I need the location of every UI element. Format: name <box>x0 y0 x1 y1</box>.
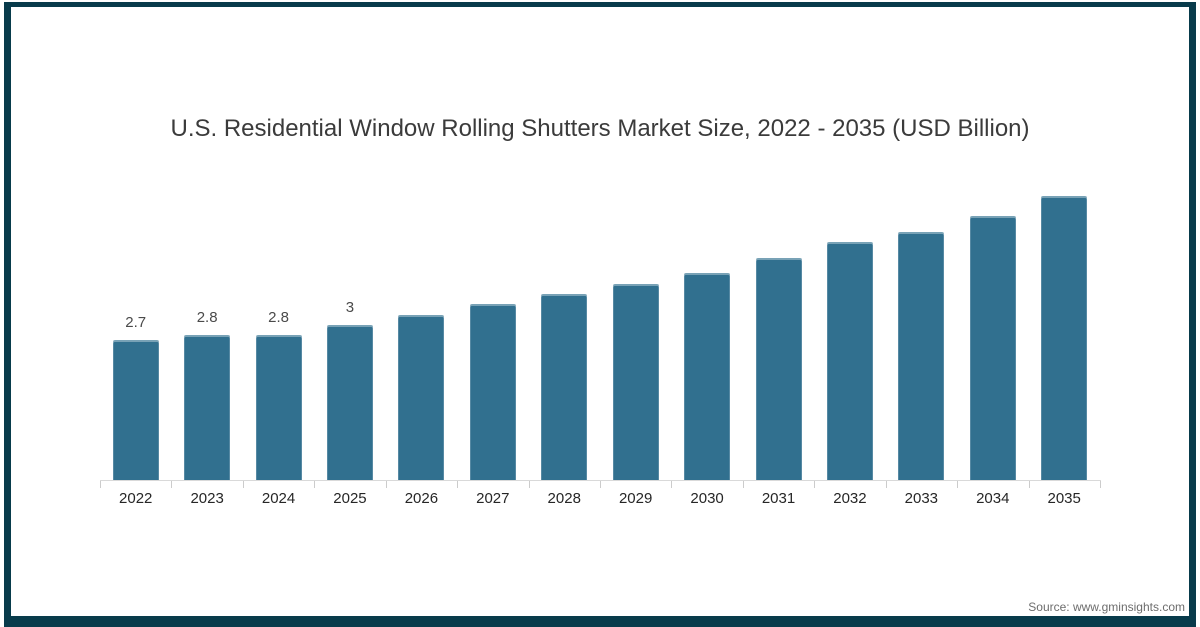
x-axis-line <box>100 480 1101 481</box>
bar-2035 <box>1041 196 1088 480</box>
bar-slot-2029 <box>600 195 671 480</box>
bar-slot-2028 <box>529 195 600 480</box>
bar-slot-2023: 2.8 <box>171 195 242 480</box>
bar-2031 <box>755 258 802 480</box>
x-axis-tick <box>314 481 316 488</box>
x-axis-tick <box>385 481 387 488</box>
x-axis-label-2029: 2029 <box>618 490 653 507</box>
bar-2026 <box>398 315 445 480</box>
bar-2029 <box>612 284 659 480</box>
bar-2024 <box>255 335 302 480</box>
bar-2030 <box>684 273 731 480</box>
x-axis-label-2032: 2032 <box>833 490 867 507</box>
bar-slot-2024: 2.8 <box>243 195 314 480</box>
bar-slot-2030 <box>671 195 742 480</box>
bar-2033 <box>898 232 945 480</box>
source-credit: Source: www.gminsights.com <box>1028 600 1185 614</box>
x-axis-label-2035: 2035 <box>1047 490 1081 507</box>
x-axis-labels: 2022 2023 2024 2025 2026 2027 2028 2029 2030 2031… <box>100 490 1100 507</box>
x-axis-label-2034: 2034 <box>976 490 1010 507</box>
bar-2023 <box>184 335 231 480</box>
bar-2025 <box>326 325 373 480</box>
bar-value-label-2023: 2.8 <box>196 309 218 326</box>
x-axis-tick <box>1028 481 1030 488</box>
x-axis-label-2024: 2024 <box>261 490 296 507</box>
x-axis-label-2023: 2023 <box>190 490 224 507</box>
x-axis-label-2025: 2025 <box>333 490 367 507</box>
x-axis-tick <box>742 481 744 488</box>
x-axis-tick <box>457 481 459 488</box>
bar-2034 <box>969 216 1016 480</box>
chart-title: U.S. Residential Window Rolling Shutters… <box>170 115 1030 142</box>
x-axis-ticks <box>100 481 1101 488</box>
plot-area: 2.7 2.8 2.8 3 <box>100 195 1100 480</box>
chart-frame: U.S. Residential Window Rolling Shutters… <box>4 2 1196 627</box>
bar-slot-2033 <box>886 195 957 480</box>
x-axis-tick <box>600 481 601 488</box>
x-axis-tick <box>671 481 673 488</box>
bar-slot-2025: 3 <box>314 195 385 480</box>
bar-slot-2022: 2.7 <box>100 195 171 480</box>
x-axis-label-2028: 2028 <box>547 490 581 507</box>
bar-slot-2027 <box>457 195 528 480</box>
x-axis-label-2026: 2026 <box>404 490 439 507</box>
bar-slot-2026 <box>386 195 457 480</box>
bar-value-label-2025: 3 <box>345 299 355 316</box>
x-axis-label-2022: 2022 <box>119 490 153 507</box>
bar-slot-2034 <box>957 195 1028 480</box>
bar-2022 <box>112 340 159 480</box>
x-axis-label-2027: 2027 <box>476 490 510 507</box>
bar-2028 <box>541 294 588 480</box>
x-axis-label-2033: 2033 <box>904 490 939 507</box>
x-axis-tick <box>957 481 959 488</box>
bar-slot-2031 <box>743 195 814 480</box>
x-axis-tick <box>100 481 101 488</box>
bar-value-label-2024: 2.8 <box>268 309 289 326</box>
x-axis-tick <box>885 481 887 488</box>
x-axis-tick <box>528 481 530 488</box>
bar-slot-2035 <box>1028 195 1099 480</box>
bar-value-label-2022: 2.7 <box>125 314 147 331</box>
x-axis-label-2031: 2031 <box>761 490 796 507</box>
bar-slot-2032 <box>814 195 885 480</box>
x-axis-tick <box>242 481 244 488</box>
x-axis-tick <box>1100 481 1101 488</box>
x-axis-tick <box>814 481 816 488</box>
x-axis-label-2030: 2030 <box>690 490 724 507</box>
bar-2027 <box>469 304 516 480</box>
x-axis-tick <box>171 481 173 488</box>
bar-2032 <box>826 242 873 480</box>
